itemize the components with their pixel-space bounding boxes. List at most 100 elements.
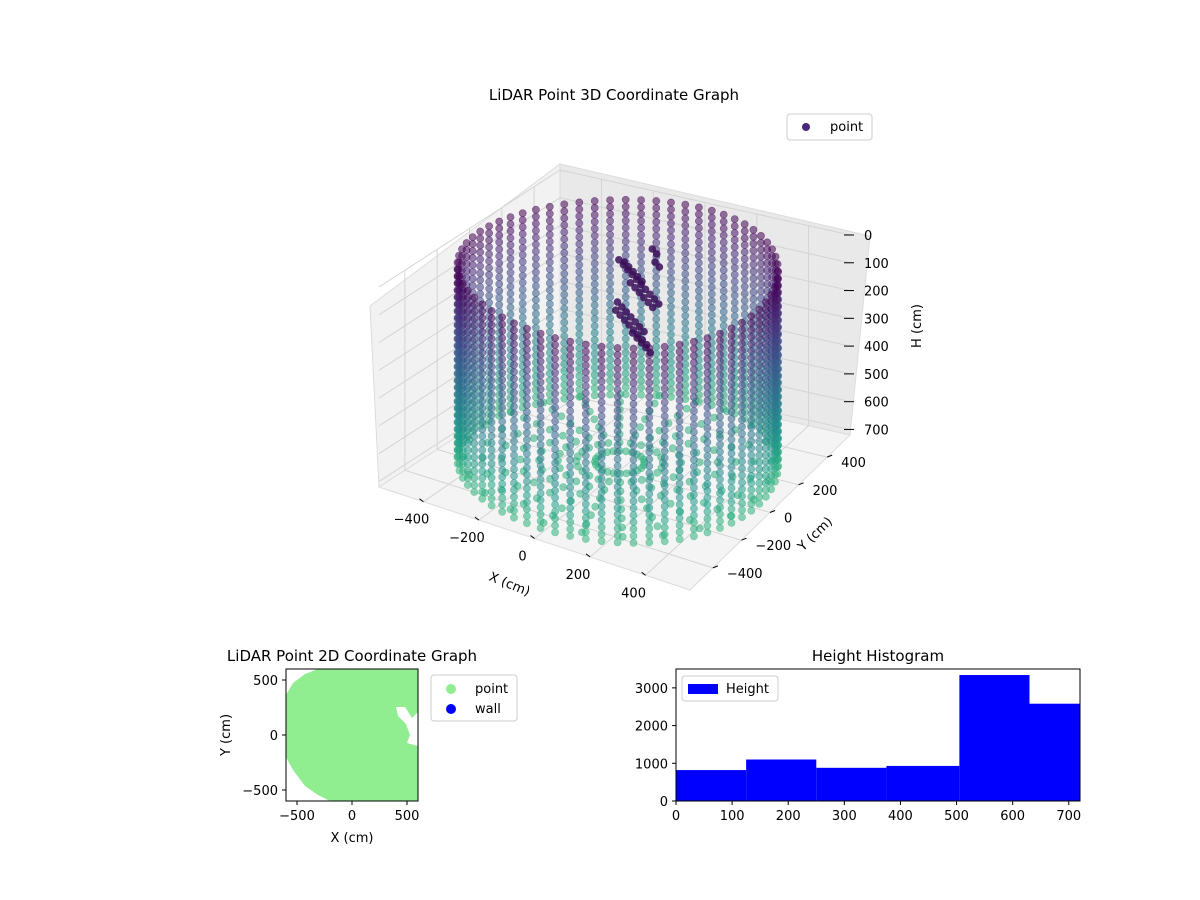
point-3d (738, 464, 746, 473)
point-3d (597, 356, 606, 365)
point-3d (532, 275, 540, 284)
point-3d (727, 393, 736, 402)
point-3d (727, 345, 736, 354)
point-3d (668, 444, 677, 452)
point-3d (667, 205, 675, 214)
point-3d (675, 458, 684, 467)
point-3d (566, 518, 575, 527)
point-3d (703, 431, 712, 440)
point-3d (545, 327, 554, 336)
point-3d (755, 409, 764, 418)
point-3d (703, 361, 712, 370)
point-3d (755, 326, 764, 335)
point-3d (536, 406, 545, 414)
point-3d (738, 353, 746, 362)
point-3d (637, 210, 645, 218)
point-3d (545, 237, 554, 246)
point-3d (560, 325, 569, 334)
point-3d (518, 216, 527, 224)
point-3d (738, 360, 746, 369)
point-3d (716, 412, 724, 421)
point-3d (695, 279, 703, 288)
point-3d (773, 275, 782, 284)
point-3d (498, 480, 507, 488)
point-3d (613, 434, 622, 443)
point-3d (703, 514, 712, 523)
point-3d (740, 282, 749, 291)
point-3d (590, 238, 599, 247)
point-3d (510, 506, 518, 515)
point-3d (613, 503, 622, 512)
point-3d (581, 403, 590, 411)
point-3d (575, 385, 584, 394)
point-3d (716, 468, 724, 477)
point-3d (637, 217, 645, 225)
point-3d (681, 297, 690, 306)
point-3d (652, 204, 661, 212)
point-3d (606, 286, 614, 295)
point-3d (703, 445, 712, 454)
point-3d (606, 216, 614, 225)
point-3d (485, 291, 493, 300)
point-3d (551, 479, 559, 488)
chart-2d-title: LiDAR Point 2D Coordinate Graph (227, 647, 477, 665)
point-3d (470, 488, 479, 496)
point-3d (575, 288, 584, 297)
point-3d (575, 358, 584, 366)
point-3d (487, 369, 496, 378)
point-3d (681, 270, 690, 278)
point-3d (652, 197, 661, 205)
point-3d-cluster (640, 327, 648, 336)
point-3d (566, 476, 575, 485)
point-3d (703, 424, 712, 433)
point-3d (566, 525, 575, 533)
point-3d (597, 502, 606, 511)
point-3d (590, 370, 599, 379)
point-3d (510, 492, 518, 501)
point-3d (545, 258, 554, 267)
point-3d (575, 253, 584, 262)
point-3d (485, 298, 493, 307)
point-3d (703, 473, 712, 481)
point-3d (749, 232, 758, 241)
point-3d (703, 334, 712, 342)
y-axis-label-2d: Y (cm) (219, 714, 234, 757)
point-3d (637, 307, 645, 316)
point-3d (652, 238, 661, 247)
y-tick-3d (741, 537, 747, 541)
point-3d (762, 333, 770, 341)
point-3d (487, 376, 496, 385)
point-3d (762, 471, 770, 480)
point-3d (495, 293, 504, 302)
point-3d (560, 318, 569, 327)
point-3d (716, 440, 724, 449)
point-3d (645, 476, 654, 484)
point-3d (716, 343, 724, 352)
point-3d (755, 451, 764, 460)
point-3d (707, 241, 716, 250)
point-3d (523, 401, 531, 409)
point-3d (660, 523, 669, 532)
point-3d (545, 251, 554, 260)
point-3d (470, 397, 479, 406)
point-3d (645, 531, 654, 540)
point-3d (719, 287, 728, 295)
point-3d (476, 269, 485, 278)
point-3d (645, 510, 654, 519)
point-3d (485, 222, 493, 231)
point-3d (545, 293, 554, 301)
point-3d (707, 324, 716, 333)
point-3d (510, 395, 518, 404)
point-3d (707, 227, 716, 236)
point-3d (606, 203, 614, 211)
point-3d (637, 237, 645, 246)
point-3d (485, 284, 493, 293)
z-tick-label-3d: 100 (864, 257, 889, 272)
point-3d (518, 237, 527, 245)
point-3d (695, 321, 703, 330)
chart-3d-title: LiDAR Point 3D Coordinate Graph (489, 86, 739, 104)
point-3d (660, 342, 669, 351)
point-3d (675, 368, 684, 377)
point-3d (762, 409, 770, 418)
point-3d (730, 256, 739, 265)
